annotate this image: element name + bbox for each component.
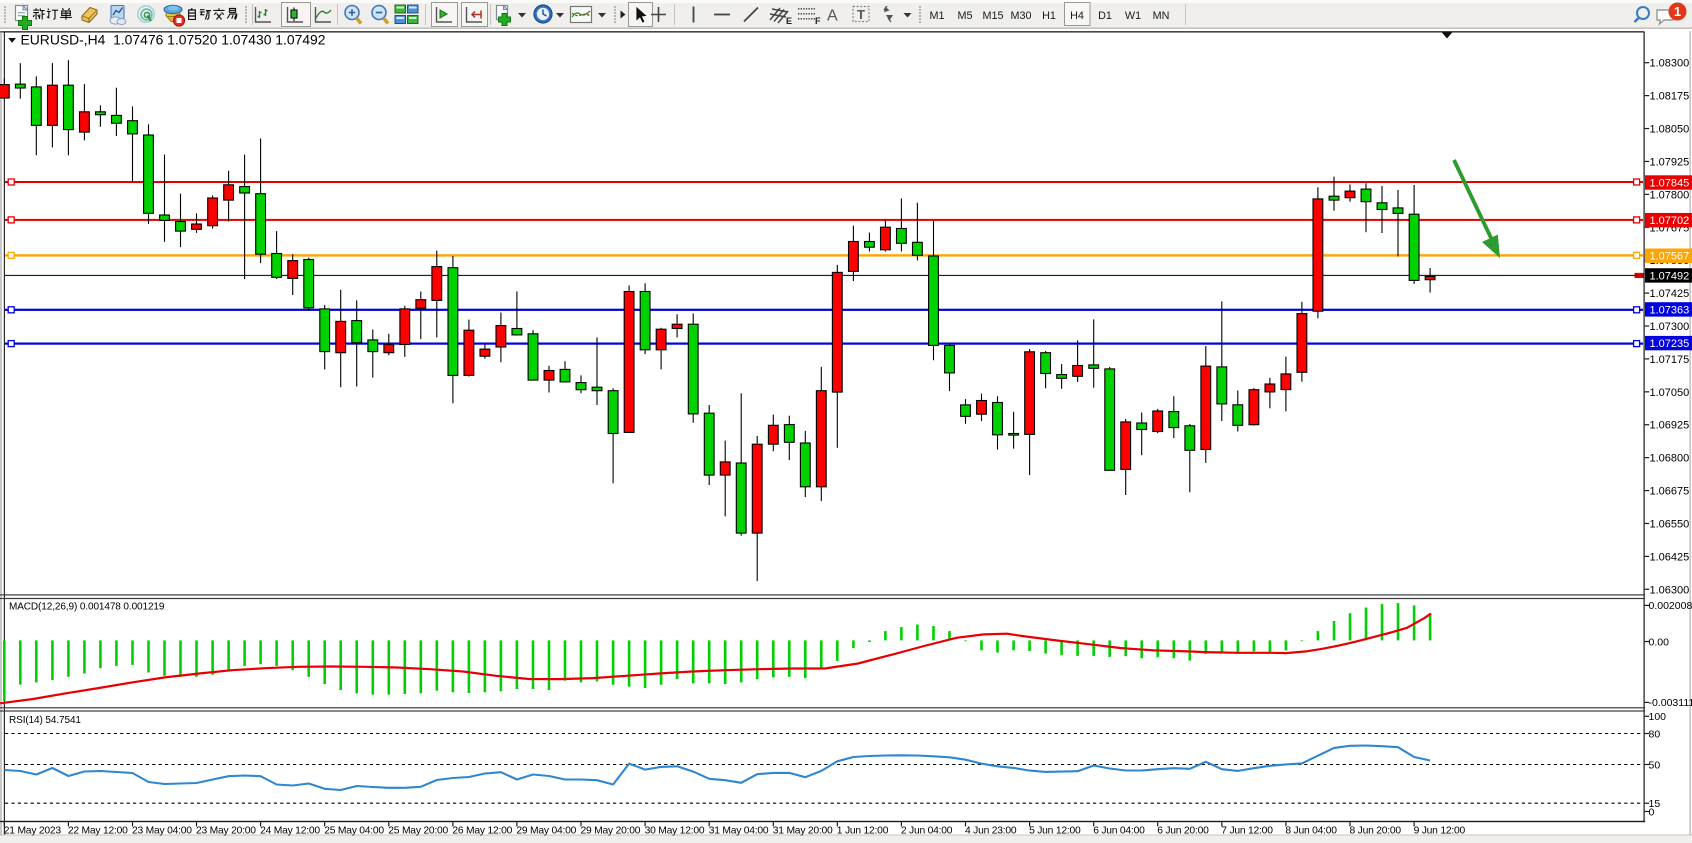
- svg-text:1.07175: 1.07175: [1650, 354, 1690, 366]
- svg-text:25 May 04:00: 25 May 04:00: [324, 825, 384, 836]
- svg-text:1.06675: 1.06675: [1650, 486, 1690, 498]
- svg-text:1.07425: 1.07425: [1650, 288, 1690, 300]
- svg-text:M30: M30: [1010, 10, 1031, 22]
- svg-text:1.08050: 1.08050: [1650, 124, 1690, 136]
- svg-text:T: T: [857, 7, 865, 22]
- svg-text:22 May 12:00: 22 May 12:00: [68, 825, 128, 836]
- svg-text:1.07800: 1.07800: [1650, 189, 1690, 201]
- svg-text:9 Jun 12:00: 9 Jun 12:00: [1414, 825, 1466, 836]
- svg-text:M5: M5: [958, 10, 973, 22]
- svg-text:80: 80: [1649, 728, 1661, 740]
- svg-text:MACD(12,26,9) 0.001478 0.00121: MACD(12,26,9) 0.001478 0.001219: [9, 601, 165, 612]
- svg-text:W1: W1: [1125, 10, 1141, 22]
- svg-text:50: 50: [1649, 759, 1661, 771]
- svg-text:26 May 12:00: 26 May 12:00: [452, 825, 512, 836]
- svg-text:0.002008: 0.002008: [1649, 600, 1692, 612]
- svg-text:31 May 20:00: 31 May 20:00: [773, 825, 833, 836]
- svg-text:29 May 20:00: 29 May 20:00: [581, 825, 641, 836]
- svg-text:1.07702: 1.07702: [1650, 215, 1690, 227]
- svg-text:1.07845: 1.07845: [1650, 178, 1690, 190]
- svg-text:5 Jun 12:00: 5 Jun 12:00: [1029, 825, 1081, 836]
- svg-text:0: 0: [1649, 806, 1655, 818]
- svg-text:2 Jun 04:00: 2 Jun 04:00: [901, 825, 953, 836]
- svg-text:H1: H1: [1042, 10, 1056, 22]
- svg-text:A: A: [827, 8, 838, 25]
- svg-text:1.08175: 1.08175: [1650, 91, 1690, 103]
- svg-text:6 Jun 20:00: 6 Jun 20:00: [1157, 825, 1209, 836]
- svg-text:1.07925: 1.07925: [1650, 156, 1690, 168]
- svg-text:E: E: [786, 16, 792, 26]
- svg-text:1.07300: 1.07300: [1650, 321, 1690, 333]
- svg-text:25 May 20:00: 25 May 20:00: [388, 825, 448, 836]
- svg-text:M1: M1: [930, 10, 945, 22]
- svg-text:1.07492: 1.07492: [1650, 270, 1690, 282]
- svg-text:D1: D1: [1098, 10, 1112, 22]
- svg-text:23 May 20:00: 23 May 20:00: [196, 825, 256, 836]
- svg-text:1: 1: [1674, 4, 1681, 19]
- svg-text:100: 100: [1649, 711, 1667, 723]
- svg-text:MN: MN: [1153, 10, 1170, 22]
- svg-text:1.06800: 1.06800: [1650, 453, 1690, 465]
- svg-text:1.07567: 1.07567: [1650, 251, 1690, 263]
- svg-text:8 Jun 20:00: 8 Jun 20:00: [1350, 825, 1402, 836]
- svg-text:1.06300: 1.06300: [1650, 584, 1690, 596]
- svg-text:F: F: [815, 16, 821, 26]
- svg-text:24 May 12:00: 24 May 12:00: [260, 825, 320, 836]
- svg-text:H4: H4: [1070, 10, 1084, 22]
- svg-text:RSI(14) 54.7541: RSI(14) 54.7541: [9, 715, 81, 726]
- svg-text:23 May 04:00: 23 May 04:00: [132, 825, 192, 836]
- svg-text:1.08300: 1.08300: [1650, 58, 1690, 70]
- svg-text:6 Jun 04:00: 6 Jun 04:00: [1093, 825, 1145, 836]
- svg-text:-0.003111: -0.003111: [1649, 697, 1692, 709]
- svg-text:15: 15: [1649, 798, 1661, 810]
- svg-text:1 Jun 12:00: 1 Jun 12:00: [837, 825, 889, 836]
- svg-text:1.06925: 1.06925: [1650, 420, 1690, 432]
- svg-text:1.06550: 1.06550: [1650, 518, 1690, 530]
- svg-text:29 May 04:00: 29 May 04:00: [516, 825, 576, 836]
- svg-text:21 May 2023: 21 May 2023: [4, 825, 62, 836]
- svg-text:0.00: 0.00: [1649, 636, 1670, 648]
- svg-text:1.07235: 1.07235: [1650, 338, 1690, 350]
- svg-text:4 Jun 23:00: 4 Jun 23:00: [965, 825, 1017, 836]
- svg-text:M15: M15: [982, 10, 1003, 22]
- svg-text:7 Jun 12:00: 7 Jun 12:00: [1221, 825, 1273, 836]
- svg-text:1.06425: 1.06425: [1650, 551, 1690, 563]
- svg-text:EURUSD-,H4 1.07476 1.07520 1.: EURUSD-,H4 1.07476 1.07520 1.07430 1.074…: [21, 32, 326, 47]
- svg-text:1.07050: 1.07050: [1650, 387, 1690, 399]
- svg-text:30 May 12:00: 30 May 12:00: [645, 825, 705, 836]
- svg-text:31 May 04:00: 31 May 04:00: [709, 825, 769, 836]
- svg-text:1.07363: 1.07363: [1650, 304, 1690, 316]
- svg-text:8 Jun 04:00: 8 Jun 04:00: [1285, 825, 1337, 836]
